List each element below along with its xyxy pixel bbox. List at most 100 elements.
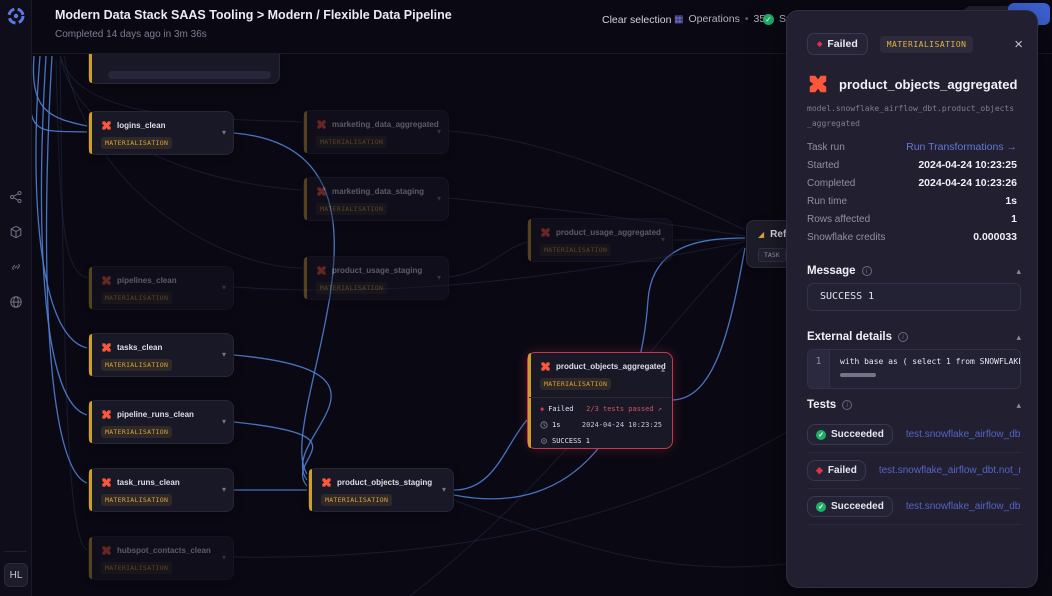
sidebar-item-integrations[interactable] bbox=[9, 260, 23, 274]
node-header: pipelines_clean bbox=[101, 275, 217, 286]
clear-selection-button[interactable]: Clear selection bbox=[602, 14, 672, 26]
node-label: hubspot_contacts_clean bbox=[117, 546, 211, 555]
node-label: logins_clean bbox=[117, 121, 166, 130]
materialisation-badge: MATERIALISATION bbox=[316, 282, 388, 294]
app-logo[interactable] bbox=[6, 6, 26, 26]
node-header: hubspot_contacts_clean bbox=[101, 545, 217, 556]
horizontal-scrollbar[interactable] bbox=[840, 373, 876, 377]
node-pipelines_clean[interactable]: pipelines_clean ▾ MATERIALISATION bbox=[88, 266, 234, 310]
chevron-down-icon[interactable]: ▾ bbox=[436, 194, 441, 203]
node-tests-summary-link[interactable]: 2/3 tests passed ↗ bbox=[586, 405, 662, 413]
failed-diamond-icon: ◆ bbox=[817, 41, 823, 48]
node-accent-bar bbox=[89, 469, 92, 511]
collapse-caret-icon[interactable]: ▴ bbox=[1016, 265, 1021, 276]
materialisation-badge: MATERIALISATION bbox=[101, 292, 173, 304]
detail-row: Started 2024-04-24 10:23:25 bbox=[807, 159, 1017, 171]
chevron-down-icon[interactable]: ▾ bbox=[221, 485, 226, 494]
sidebar-item-data[interactable] bbox=[9, 295, 23, 309]
node-pipeline_runs_clean[interactable]: pipeline_runs_clean ▾ MATERIALISATION bbox=[88, 400, 234, 444]
materialisation-badge: MATERIALISATION bbox=[540, 244, 612, 256]
close-icon[interactable]: × bbox=[1014, 35, 1023, 53]
check-circle-icon: ✓ bbox=[816, 501, 826, 512]
node-runtime: 1s bbox=[552, 421, 561, 429]
dbt-icon bbox=[101, 545, 112, 556]
collapse-caret-icon[interactable]: ▴ bbox=[1016, 399, 1021, 410]
info-icon: i bbox=[842, 400, 853, 410]
node-product_usage_aggregated[interactable]: product_usage_aggregated ▾ MATERIALISATI… bbox=[527, 218, 673, 262]
operations-count: 35 bbox=[753, 13, 766, 25]
chevron-down-icon[interactable]: ▾ bbox=[221, 350, 226, 359]
task-run-link[interactable]: Run Transformations → bbox=[906, 141, 1017, 153]
materialisation-badge: MATERIALISATION bbox=[321, 494, 393, 506]
user-avatar[interactable]: HL bbox=[4, 563, 28, 587]
panel-title-row: product_objects_aggregated bbox=[807, 73, 1017, 95]
node-label: pipelines_clean bbox=[117, 276, 177, 285]
node-marketing_data_staging[interactable]: marketing_data_staging ▾ MATERIALISATION bbox=[303, 177, 449, 221]
node-product_usage_staging[interactable]: product_usage_staging ▾ MATERIALISATION bbox=[303, 256, 449, 300]
dbt-icon bbox=[101, 275, 112, 286]
test-link[interactable]: test.snowflake_airflow_dbt.not_null_pr bbox=[878, 465, 1021, 476]
node-accent-bar bbox=[89, 112, 92, 154]
sidebar-item-pipelines[interactable] bbox=[9, 190, 23, 204]
dbt-icon bbox=[540, 361, 551, 372]
sql-code-line: with base as ( select 1 from SNOWFLAKE bbox=[840, 357, 1020, 366]
gear-icon bbox=[541, 438, 547, 444]
node-accent-bar bbox=[304, 257, 307, 299]
materialisation-badge: MATERIALISATION bbox=[316, 136, 388, 148]
materialisation-badge: MATERIALISATION bbox=[101, 359, 173, 371]
tests-list: ✓Succeeded test.snowflake_airflow_dbt.un… bbox=[807, 417, 1021, 525]
detail-row: Snowflake credits 0.000033 bbox=[807, 231, 1017, 243]
test-row: ✓Succeeded test.snowflake_airflow_dbt.no… bbox=[807, 489, 1021, 525]
node-accent-bar bbox=[89, 537, 92, 579]
bullet: • bbox=[744, 13, 749, 25]
dbt-icon bbox=[321, 477, 332, 488]
test-link[interactable]: test.snowflake_airflow_dbt.not_null_pr bbox=[905, 501, 1021, 512]
chevron-down-icon[interactable]: ▾ bbox=[221, 283, 226, 292]
node-header: product_usage_aggregated bbox=[540, 227, 661, 238]
node-label: marketing_data_aggregated bbox=[332, 120, 439, 129]
node-tasks_clean[interactable]: tasks_clean ▾ MATERIALISATION bbox=[88, 333, 234, 377]
chevron-down-icon[interactable]: ▾ bbox=[221, 417, 226, 426]
failed-diamond-icon: ◆ bbox=[816, 465, 823, 475]
sql-code-block: 1 with base as ( select 1 from SNOWFLAKE bbox=[807, 349, 1021, 389]
chevron-up-icon[interactable]: ▴ bbox=[660, 365, 665, 374]
chevron-down-icon[interactable]: ▾ bbox=[441, 485, 446, 494]
collapse-caret-icon[interactable]: ▴ bbox=[1016, 331, 1021, 342]
failed-diamond-icon: ◆ bbox=[540, 405, 545, 413]
node-label: task_runs_clean bbox=[117, 478, 180, 487]
node-logins_clean[interactable]: logins_clean ▾ MATERIALISATION bbox=[88, 111, 234, 155]
chevron-down-icon[interactable]: ▾ bbox=[436, 127, 441, 136]
check-circle-icon: ✓ bbox=[816, 429, 826, 440]
chevron-down-icon[interactable]: ▾ bbox=[436, 273, 441, 282]
app-sidebar: HL bbox=[0, 0, 32, 596]
dbt-icon bbox=[807, 73, 829, 95]
materialisation-badge: MATERIALISATION bbox=[101, 494, 173, 506]
chevron-down-icon[interactable]: ▾ bbox=[221, 553, 226, 562]
node-timestamp: 2024-04-24 10:23:25 bbox=[581, 421, 662, 429]
grid-icon: ▦ bbox=[674, 13, 684, 25]
breadcrumb[interactable]: Modern Data Stack SAAS Tooling > Modern … bbox=[55, 8, 452, 22]
node-product_objects_staging[interactable]: product_objects_staging ▾ MATERIALISATIO… bbox=[308, 468, 454, 512]
line-number: 1 bbox=[808, 350, 830, 388]
chevron-down-icon[interactable]: ▾ bbox=[660, 235, 665, 244]
node-marketing_data_aggregated[interactable]: marketing_data_aggregated ▾ MATERIALISAT… bbox=[303, 110, 449, 154]
node-accent-bar bbox=[89, 31, 92, 83]
external-details-section-header: External details i ▴ bbox=[807, 331, 1021, 343]
chevron-down-icon[interactable]: ▾ bbox=[221, 128, 226, 137]
panel-title: product_objects_aggregated bbox=[839, 76, 1018, 92]
node-header: product_usage_staging bbox=[316, 265, 432, 276]
detail-row: Rows affected 1 bbox=[807, 213, 1017, 225]
node-label: tasks_clean bbox=[117, 343, 163, 352]
dbt-icon bbox=[316, 265, 327, 276]
node-header: product_objects_aggregated bbox=[540, 361, 666, 372]
materialisation-badge: MATERIALISATION bbox=[316, 203, 388, 215]
node-label: product_objects_staging bbox=[337, 478, 433, 487]
node-header: tasks_clean bbox=[101, 342, 217, 353]
node-hubspot_contacts_clean[interactable]: hubspot_contacts_clean ▾ MATERIALISATION bbox=[88, 536, 234, 580]
sidebar-item-products[interactable] bbox=[9, 225, 23, 239]
message-section-header: Message i ▴ bbox=[807, 265, 1021, 277]
node-status: Failed bbox=[548, 405, 574, 413]
test-link[interactable]: test.snowflake_airflow_dbt.unique_pro bbox=[905, 429, 1021, 440]
node-product_objects_aggregated-selected[interactable]: product_objects_aggregated ▴ MATERIALISA… bbox=[527, 352, 673, 449]
node-task_runs_clean[interactable]: task_runs_clean ▾ MATERIALISATION bbox=[88, 468, 234, 512]
